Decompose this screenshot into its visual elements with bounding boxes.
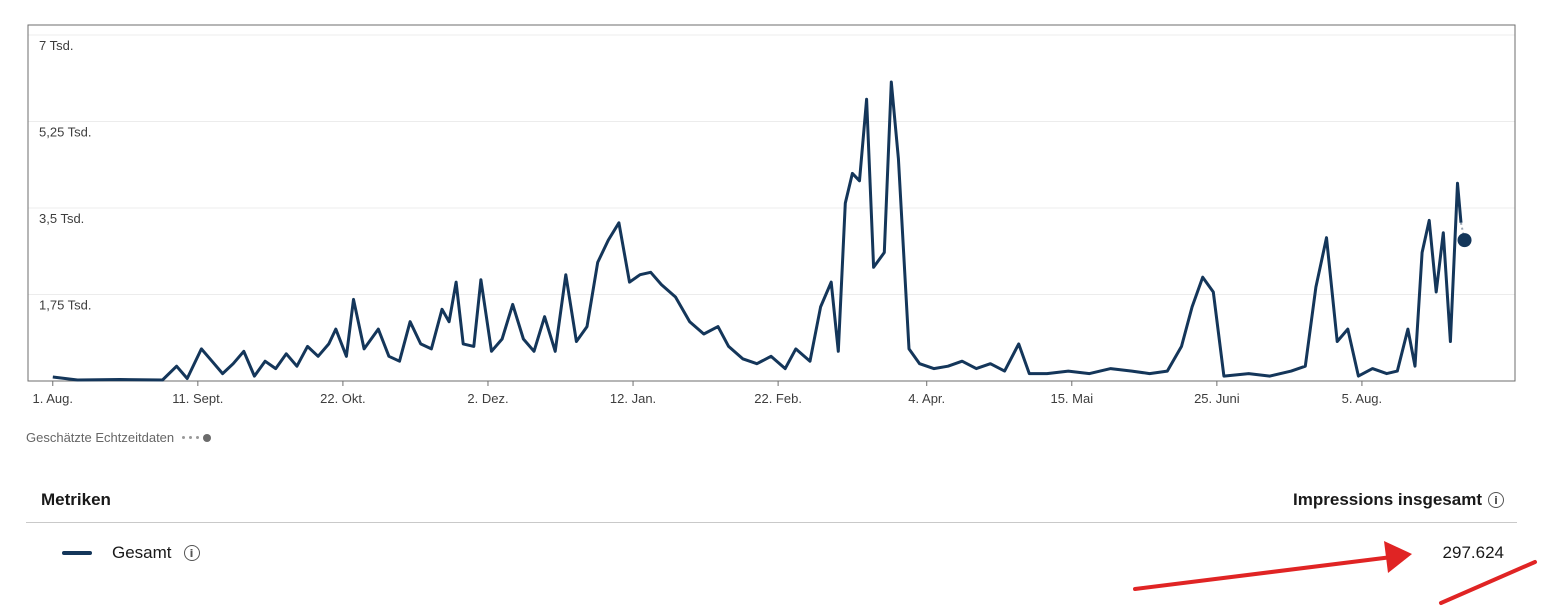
x-tick-label: 22. Feb. (754, 391, 802, 406)
x-tick-label: 15. Mai (1050, 391, 1093, 406)
info-icon[interactable]: i (1488, 492, 1504, 508)
metric-row-label: Gesamt (112, 543, 172, 562)
y-tick-label: 7 Tsd. (39, 38, 73, 53)
impressions-line-chart: 1,75 Tsd. 3,5 Tsd. 5,25 Tsd. 7 Tsd. 1. Aug.… (27, 24, 1516, 406)
metric-row-value: 297.624 (1442, 543, 1504, 562)
info-icon[interactable]: i (183, 545, 200, 561)
y-tick-label: 5,25 Tsd. (39, 125, 92, 140)
x-tick-label: 22. Okt. (320, 391, 366, 406)
y-tick-label: 3,5 Tsd. (39, 211, 84, 226)
x-tick-label: 1. Aug. (33, 391, 73, 406)
x-tick-label: 5. Aug. (1342, 391, 1382, 406)
x-axis-tick-labels: 1. Aug. 11. Sept. 22. Okt. 2. Dez. 12. Jan. 2… (33, 381, 1382, 406)
series-layer (52, 80, 1472, 382)
metrics-table-header: Metriken Impressions insgesamt i (26, 478, 1517, 523)
estimated-realtime-label: Geschätzte Echtzeitdaten (26, 430, 175, 445)
total-impressions-header: Impressions insgesamt (1293, 490, 1482, 509)
series-color-swatch (62, 551, 92, 555)
x-tick-label: 4. Apr. (908, 391, 945, 406)
y-axis-tick-labels: 1,75 Tsd. 3,5 Tsd. 5,25 Tsd. 7 Tsd. (39, 38, 92, 313)
metric-row-total: Gesamt i 297.624 (26, 536, 1517, 570)
x-tick-label: 25. Juni (1194, 391, 1240, 406)
x-tick-label: 11. Sept. (172, 391, 223, 406)
plot-frame (27, 24, 1516, 382)
x-tick-label: 12. Jan. (610, 391, 656, 406)
chart-gridlines (28, 34, 1515, 295)
dotted-estimate-icon (182, 433, 212, 442)
x-tick-label: 2. Dez. (467, 391, 508, 406)
estimate-point-marker[interactable] (1457, 233, 1472, 248)
series-line-gesamt (52, 80, 1463, 382)
estimated-realtime-legend: Geschätzte Echtzeitdaten (26, 430, 212, 445)
metrics-header-label: Metriken (41, 490, 111, 509)
y-tick-label: 1,75 Tsd. (39, 298, 92, 313)
